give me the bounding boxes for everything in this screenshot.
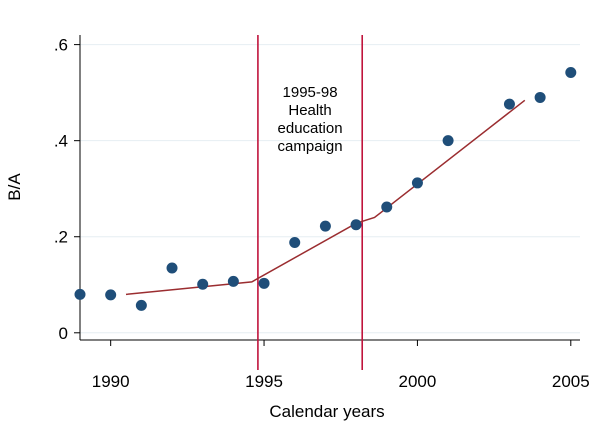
data-point [534,91,546,103]
data-point [289,236,301,248]
x-tick-label: 2005 [552,372,590,391]
data-point [350,219,362,231]
data-point [135,299,147,311]
data-point [503,98,515,110]
data-point [227,275,239,287]
grid-lines [80,44,580,334]
data-point [381,201,393,213]
y-tick-label: .4 [54,132,68,151]
y-tick-label: .6 [54,36,68,55]
data-point [258,277,270,289]
annotation-line: campaign [278,138,343,155]
y-tick-label: .2 [54,228,68,247]
axes: 0 .2 .4 .6 1990 1995 2000 2005 [54,35,590,391]
y-axis-label: B/A [5,173,24,201]
annotation-line: 1995-98 [283,84,338,101]
x-tick-label: 2000 [399,372,437,391]
data-points [74,66,577,311]
data-point [442,135,454,147]
data-point [166,262,178,274]
data-point [565,66,577,78]
x-tick-label: 1990 [92,372,130,391]
annotation-line: education [278,120,343,137]
data-point [74,288,86,300]
data-point [319,220,331,232]
data-point [197,278,209,290]
data-point [105,289,117,301]
y-tick-label: 0 [59,324,68,343]
annotation-line: Health [288,102,331,119]
data-point [411,177,423,189]
x-axis-label: Calendar years [269,402,384,421]
campaign-lines [257,35,364,370]
x-tick-label: 1995 [245,372,283,391]
